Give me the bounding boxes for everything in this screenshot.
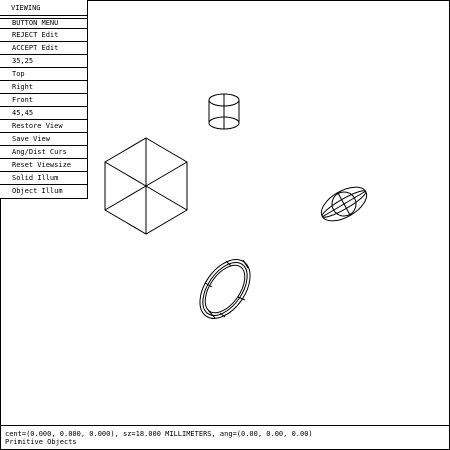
- menu-item-view-35-25[interactable]: 35,25: [0, 55, 87, 68]
- menu-item-save-view[interactable]: Save View: [0, 133, 87, 146]
- view-parameters-text: cent=(0.000, 0.000, 0.000), sz=18.000 MI…: [0, 430, 450, 438]
- menu-item-ang-dist-curs[interactable]: Ang/Dist Curs: [0, 146, 87, 159]
- menu-item-accept-edit[interactable]: ACCEPT Edit: [0, 42, 87, 55]
- menu-title: VIEWING: [0, 0, 87, 16]
- menu-item-solid-illum[interactable]: Solid Illum: [0, 172, 87, 185]
- status-message-text: Primitive Objects: [0, 438, 450, 446]
- menu-item-restore-view[interactable]: Restore View: [0, 120, 87, 133]
- menu-item-front[interactable]: Front: [0, 94, 87, 107]
- menu-item-reject-edit[interactable]: REJECT Edit: [0, 29, 87, 42]
- torus-primitive[interactable]: [190, 250, 261, 327]
- status-bar: cent=(0.000, 0.000, 0.000), sz=18.000 MI…: [0, 425, 450, 450]
- menu-item-view-45-45[interactable]: 45,45: [0, 107, 87, 120]
- viewing-menu: VIEWING BUTTON MENU REJECT Edit ACCEPT E…: [0, 0, 88, 199]
- menu-item-object-illum[interactable]: Object Illum: [0, 185, 87, 198]
- cylinder-primitive[interactable]: [209, 94, 239, 129]
- cube-primitive[interactable]: [105, 138, 187, 234]
- menu-item-reset-viewsize[interactable]: Reset Viewsize: [0, 159, 87, 172]
- menu-item-top[interactable]: Top: [0, 68, 87, 81]
- menu-item-button-menu[interactable]: BUTTON MENU: [0, 19, 87, 29]
- ellipsoid-primitive[interactable]: [316, 180, 372, 228]
- menu-item-right[interactable]: Right: [0, 81, 87, 94]
